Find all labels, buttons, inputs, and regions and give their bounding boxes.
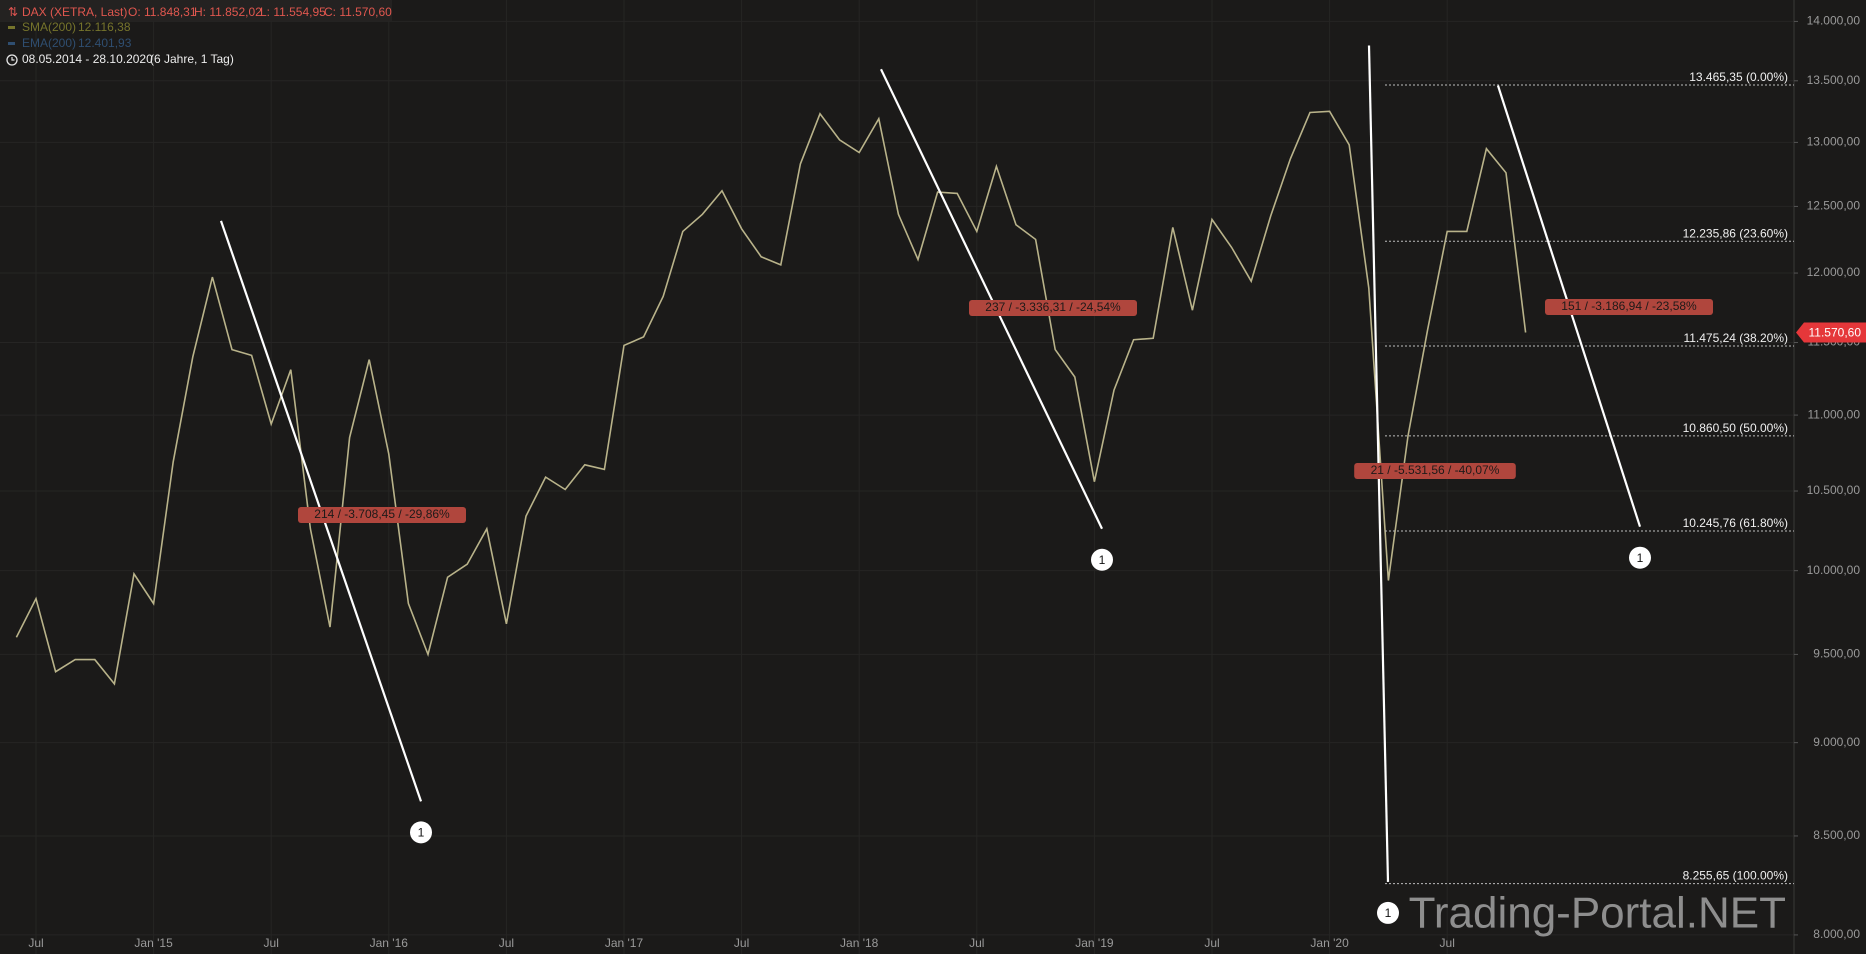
x-tick-label: Jan '17 (605, 936, 644, 950)
x-tick-label: Jan '15 (134, 936, 173, 950)
y-tick-label: 14.000,00 (1807, 14, 1861, 28)
y-tick-label: 12.500,00 (1807, 199, 1861, 213)
x-tick-label: Jul (1440, 936, 1455, 950)
legend-swatch (8, 26, 15, 29)
move-label: 237 / -3.336,31 / -24,54% (985, 300, 1121, 314)
x-tick-label: Jan '20 (1310, 936, 1349, 950)
end-marker (1629, 546, 1651, 569)
move-label-bg (1545, 299, 1713, 315)
legend: ⇅ DAX (XETRA, Last) O: 11.848,31 H: 11.8… (0, 0, 392, 66)
ohlc-value: L: 11.554,95 (260, 5, 326, 19)
end-marker (410, 821, 432, 844)
fib-label: 12.235,86 (23.60%) (1683, 226, 1788, 240)
fib-label: 10.860,50 (50.00%) (1683, 421, 1788, 435)
move-label-bg (1354, 463, 1516, 479)
last-price-label: 11.570,60 (1809, 326, 1862, 340)
y-tick-label: 13.500,00 (1807, 73, 1861, 87)
y-tick-label: 9.000,00 (1813, 735, 1860, 749)
x-tick-label: Jul (28, 936, 43, 950)
trend-line (880, 68, 1103, 530)
watermark: Trading-Portal.NET (1409, 889, 1786, 938)
y-tick-label: 12.000,00 (1807, 265, 1861, 279)
x-tick-label: Jan '18 (840, 936, 879, 950)
y-tick-label: 10.000,00 (1807, 563, 1861, 577)
fib-label: 11.475,24 (38.20%) (1683, 331, 1788, 345)
y-tick-label: 11.000,00 (1808, 407, 1861, 421)
indicator-name: EMA(200) (22, 36, 76, 50)
x-tick-label: Jul (969, 936, 984, 950)
legend-swatch (8, 42, 15, 45)
indicator-value: 12.401,93 (78, 36, 132, 50)
y-tick-label: 13.000,00 (1807, 135, 1861, 149)
clock-icon (6, 54, 18, 66)
fib-label: 8.255,65 (100.00%) (1683, 869, 1788, 883)
end-marker-label: 1 (418, 826, 425, 840)
fib-label: 13.465,35 (0.00%) (1689, 70, 1788, 84)
clock-hand (11, 57, 15, 61)
x-tick-label: Jul (499, 936, 514, 950)
fib-label: 10.245,76 (61.80%) (1683, 516, 1788, 530)
end-marker-label: 1 (1099, 553, 1106, 567)
price-line (15, 110, 1527, 686)
plot-area (15, 110, 1527, 686)
x-tick-label: Jul (734, 936, 749, 950)
overlay: 13.465,35 (0.00%) 12.235,86 (23.60%) 11.47… (219, 45, 1794, 924)
y-tick-label: 10.500,00 (1807, 483, 1861, 497)
end-marker-label: 1 (1385, 906, 1392, 920)
x-tick-label: Jul (264, 936, 279, 950)
grid (0, 0, 1794, 954)
move-label: 21 / -5.531,56 / -40,07% (1371, 463, 1500, 477)
end-marker-label: 1 (1637, 551, 1644, 565)
indicator-value: 12.116,38 (78, 20, 131, 34)
legend-icon: ⇅ (8, 5, 18, 19)
move-label: 151 / -3.186,94 / -23,58% (1561, 299, 1697, 313)
legend-bg (0, 0, 392, 21)
axes: 8.000,00 8.500,00 9.000,00 9.500,00 10.000,0… (28, 14, 1866, 950)
range-note: (6 Jahre, 1 Tag) (150, 52, 234, 66)
x-tick-label: Jul (1204, 936, 1219, 950)
ohlc-value: H: 11.852,02 (194, 5, 262, 19)
move-label-bg (298, 507, 466, 523)
y-tick-label: 8.000,00 (1813, 927, 1860, 941)
ohlc-value: O: 11.848,31 (128, 5, 197, 19)
indicator-name: SMA(200) (22, 20, 76, 34)
move-label: 214 / -3.708,45 / -29,86% (314, 507, 450, 521)
last-price-tag (1796, 322, 1866, 343)
date-range: 08.05.2014 - 28.10.2020 (22, 52, 153, 66)
end-marker (1377, 901, 1399, 924)
y-tick-label: 8.500,00 (1813, 828, 1860, 842)
x-tick-label: Jan '19 (1075, 936, 1114, 950)
move-label-bg (969, 300, 1137, 316)
end-marker (1091, 548, 1113, 571)
x-tick-label: Jan '16 (370, 936, 409, 950)
ohlc-value: C: 11.570,60 (324, 5, 392, 19)
y-tick-label: 9.500,00 (1813, 647, 1860, 661)
legend-title: DAX (XETRA, Last) (22, 5, 127, 19)
